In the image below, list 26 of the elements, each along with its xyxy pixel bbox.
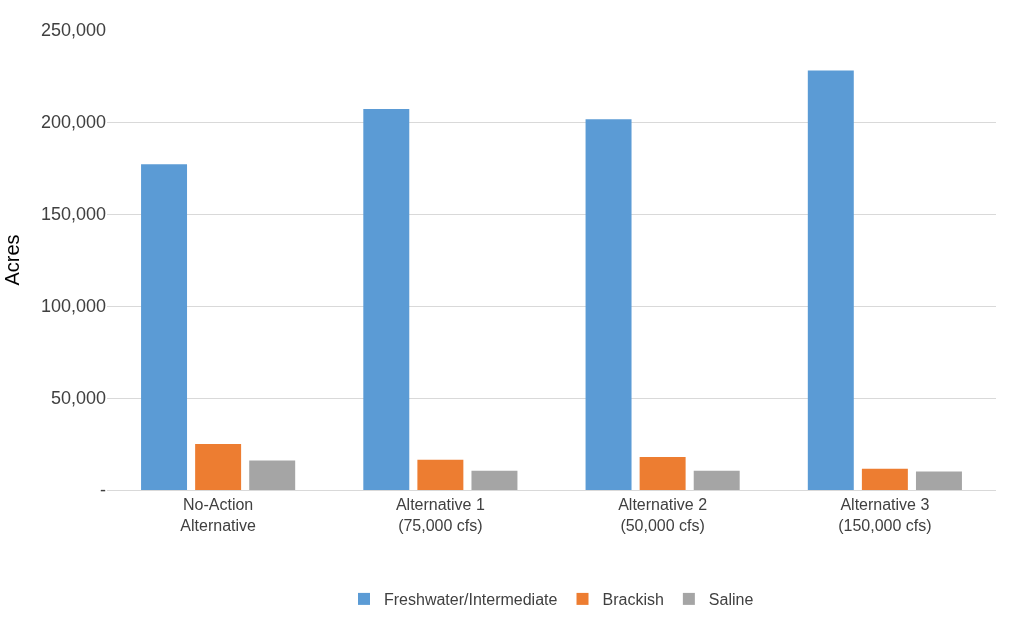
x-tick-label: No-Action Alternative	[180, 496, 257, 534]
legend-label: Saline	[708, 591, 754, 609]
bar	[417, 459, 464, 490]
y-tick-label: 50,000	[50, 388, 106, 409]
legend-label: Freshwater/Intermediate	[384, 591, 558, 609]
bar	[363, 109, 410, 490]
bar	[585, 119, 632, 490]
y-axis-title: Acres	[1, 234, 24, 286]
y-tick-label: -	[100, 480, 106, 501]
y-tick-label: 250,000	[40, 20, 106, 41]
bar	[639, 456, 686, 490]
bar	[915, 471, 962, 490]
y-tick-label: 100,000	[40, 296, 106, 317]
bar	[471, 470, 518, 490]
x-tick-label: Alternative 3 (150,000 cfs)	[838, 496, 932, 534]
bar	[195, 444, 242, 490]
y-tick-label: 200,000	[40, 112, 106, 133]
legend-label: Brackish	[602, 591, 664, 609]
x-tick-label: Alternative 2 (50,000 cfs)	[618, 496, 708, 534]
bar	[807, 70, 854, 490]
y-tick-label: 150,000	[40, 204, 106, 225]
bar	[249, 460, 296, 490]
bar	[861, 468, 908, 490]
bar	[693, 470, 740, 490]
bar	[141, 164, 188, 490]
x-tick-label: Alternative 1 (75,000 cfs)	[395, 496, 485, 534]
